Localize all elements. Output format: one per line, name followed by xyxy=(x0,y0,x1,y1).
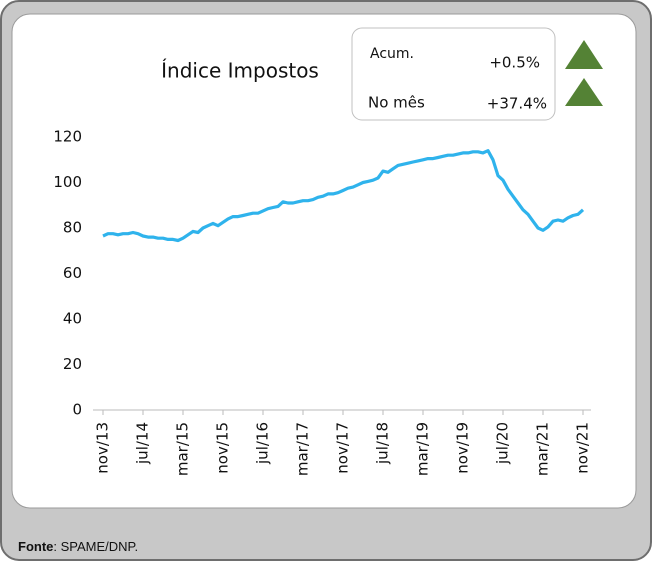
summary-value: +37.4% xyxy=(487,95,547,113)
up-arrow xyxy=(565,40,603,69)
chart-title: Índice Impostos xyxy=(161,59,319,83)
summary-label: No mês xyxy=(368,94,425,112)
y-tick-label: 120 xyxy=(53,128,82,146)
x-tick-label: nov/19 xyxy=(454,422,472,474)
card xyxy=(11,13,637,509)
up-arrow xyxy=(565,78,603,106)
x-tick-label: mar/15 xyxy=(174,422,192,476)
x-tick-label: jul/14 xyxy=(134,422,152,465)
x-tick-label: nov/15 xyxy=(214,422,232,474)
x-tick-label: jul/16 xyxy=(254,422,272,465)
y-tick-label: 40 xyxy=(63,310,82,328)
x-tick-label: nov/13 xyxy=(94,422,112,474)
y-tick-label: 80 xyxy=(63,219,82,237)
x-tick-label: nov/21 xyxy=(574,422,592,474)
x-tick-label: jul/20 xyxy=(494,422,512,465)
y-tick-label: 100 xyxy=(53,173,82,191)
x-tick-label: mar/19 xyxy=(414,422,432,476)
footer-text: : SPAME/DNP. xyxy=(53,539,138,554)
x-tick-label: mar/17 xyxy=(294,422,312,476)
y-tick-label: 60 xyxy=(63,264,82,282)
x-tick-label: jul/18 xyxy=(374,422,392,465)
summary-label: Acum. xyxy=(370,46,414,62)
x-tick-label: nov/17 xyxy=(334,422,352,474)
footer-label: Fonte xyxy=(18,539,53,554)
x-tick-label: mar/21 xyxy=(534,422,552,476)
y-tick-label: 20 xyxy=(63,355,82,373)
summary-box xyxy=(351,27,556,121)
summary-value: +0.5% xyxy=(489,54,540,72)
y-tick-label: 0 xyxy=(72,401,82,419)
series-line xyxy=(102,149,585,243)
footer: Fonte: SPAME/DNP. xyxy=(18,539,138,554)
